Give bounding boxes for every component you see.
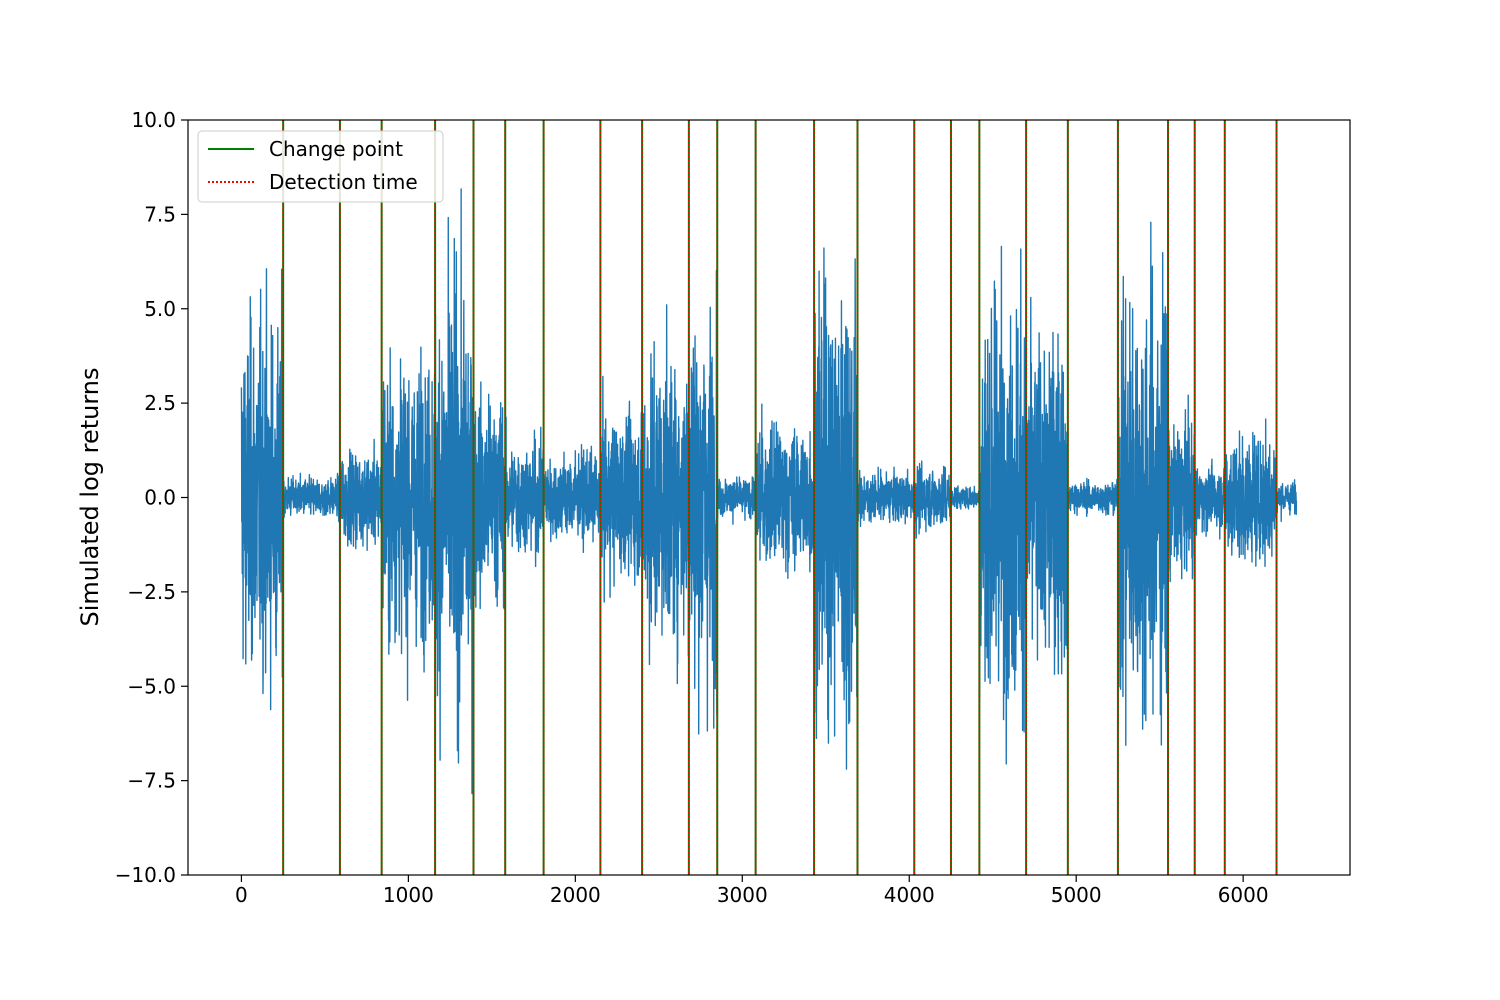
y-tick-label: 10.0 — [131, 108, 176, 132]
series-layer — [240, 188, 1298, 795]
x-axis: 0 1000 2000 3000 4000 5000 6000 — [235, 875, 1269, 907]
x-tick-label: 5000 — [1051, 883, 1102, 907]
y-axis-label: Simulated log returns — [76, 367, 104, 626]
x-tick-label: 6000 — [1218, 883, 1269, 907]
legend: Change point Detection time — [197, 130, 444, 203]
x-tick-label: 3000 — [717, 883, 768, 907]
y-tick-label: −10.0 — [115, 863, 176, 887]
y-axis: −10.0 −7.5 −5.0 −2.5 0.0 2.5 5.0 7.5 10.0 — [115, 108, 188, 887]
y-tick-label: −2.5 — [127, 580, 176, 604]
y-tick-label: −7.5 — [127, 769, 176, 793]
vertical-lines-layer — [282, 120, 1278, 875]
y-tick-label: 2.5 — [144, 391, 176, 415]
x-tick-label: 2000 — [550, 883, 601, 907]
series-line-log-returns — [240, 188, 1298, 795]
y-tick-label: 0.0 — [144, 486, 176, 510]
y-tick-label: −5.0 — [127, 674, 176, 698]
legend-label-detection-time: Detection time — [269, 170, 418, 194]
x-tick-label: 1000 — [383, 883, 434, 907]
legend-box — [197, 130, 444, 203]
legend-label-change-point: Change point — [269, 137, 403, 161]
y-tick-label: 7.5 — [144, 202, 176, 226]
x-tick-label: 0 — [235, 883, 248, 907]
y-tick-label: 5.0 — [144, 297, 176, 321]
x-tick-label: 4000 — [884, 883, 935, 907]
